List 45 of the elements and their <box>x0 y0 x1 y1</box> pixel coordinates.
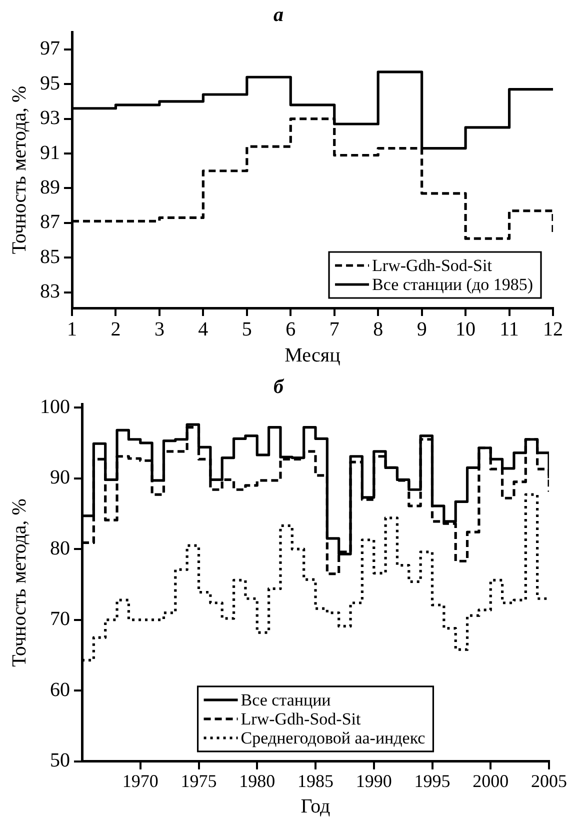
x-tick-label: 6 <box>286 318 296 340</box>
y-tick-label: 70 <box>50 608 70 630</box>
y-tick-label: 95 <box>40 72 60 94</box>
x-tick-label: 3 <box>154 318 164 340</box>
x-tick-label: 4 <box>198 318 208 340</box>
x-tick-label: 9 <box>416 318 427 340</box>
y-tick-label: 90 <box>50 466 70 489</box>
y-tick-label: 50 <box>50 750 70 772</box>
x-tick-label: 1 <box>67 318 77 340</box>
y-tick-label: 91 <box>40 142 60 164</box>
y-tick-label: 87 <box>40 211 60 234</box>
x-tick-label: 1970 <box>122 770 158 791</box>
y-tick-label: 100 <box>40 396 70 418</box>
x-tick-label: 12 <box>543 318 563 340</box>
x-tick-label: 1990 <box>356 770 392 791</box>
x-axis-title: Месяц <box>284 344 341 366</box>
x-tick-label: 2000 <box>472 770 509 791</box>
y-tick-label: 83 <box>40 280 60 303</box>
x-tick-label: 1985 <box>298 770 334 791</box>
y-tick-label: 80 <box>50 537 70 560</box>
chart-title: б <box>274 376 285 398</box>
x-tick-label: 1975 <box>180 770 217 791</box>
legend-label: Все станции <box>240 690 331 710</box>
y-tick-label: 93 <box>40 107 60 130</box>
legend-label: Среднегодовой aa-индекс <box>240 728 426 748</box>
y-tick-label: 89 <box>40 176 60 198</box>
x-tick-label: 8 <box>373 318 384 340</box>
legend-label: Lrw-Gdh-Sod-Sit <box>372 256 492 275</box>
x-axis-title: Год <box>300 795 330 818</box>
x-tick-label: 1995 <box>414 770 450 791</box>
x-tick-label: 2005 <box>531 770 567 791</box>
x-tick-label: 11 <box>500 318 519 340</box>
chart-title: а <box>274 4 284 26</box>
x-tick-label: 10 <box>456 318 476 340</box>
y-tick-label: 60 <box>50 678 70 701</box>
legend-label: Все станции (до 1985) <box>372 274 534 294</box>
y-axis-title: Точность метода, % <box>8 86 30 254</box>
legend-label: Lrw-Gdh-Sod-Sit <box>240 709 361 728</box>
x-tick-label: 1980 <box>239 770 276 791</box>
y-axis-title: Точность метода, % <box>8 498 30 667</box>
x-tick-label: 5 <box>242 318 252 340</box>
y-tick-label: 97 <box>40 38 60 60</box>
x-tick-label: 2 <box>110 318 121 340</box>
x-tick-label: 7 <box>329 318 340 340</box>
y-tick-label: 85 <box>40 246 60 268</box>
